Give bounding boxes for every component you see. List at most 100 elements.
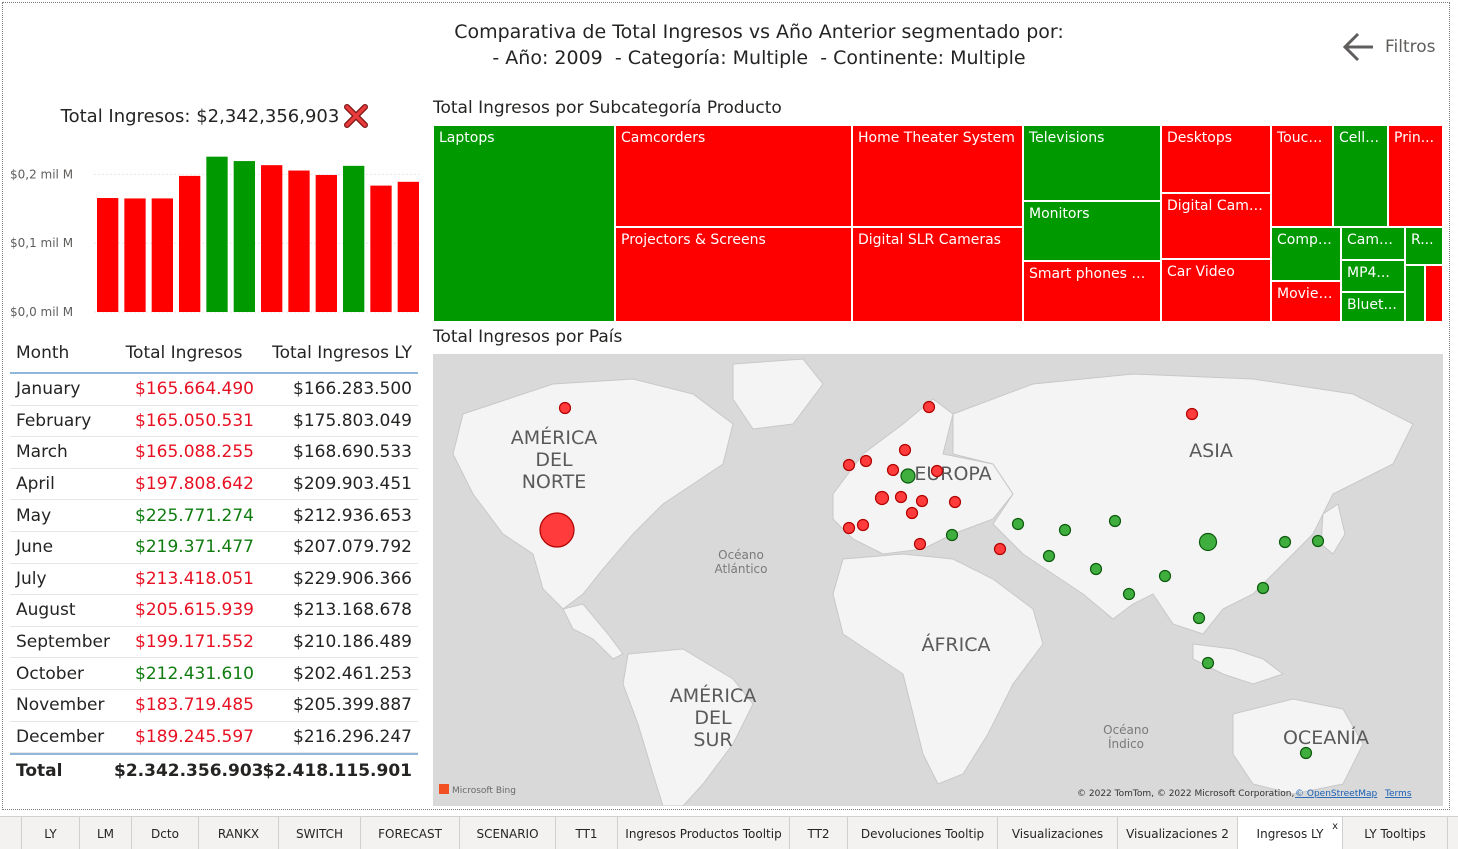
map-bubble[interactable] [539,512,575,548]
map-bubble[interactable] [905,506,919,520]
map-bubble[interactable] [1089,562,1103,576]
map-bubble[interactable] [874,490,890,506]
table-row[interactable]: March $165.088.255 $168.690.533 [10,437,418,469]
map-bubble[interactable] [898,443,912,457]
map-bubble[interactable] [900,468,916,484]
map-bubble[interactable] [1058,523,1072,537]
bar-october[interactable] [343,165,365,312]
map-bubble[interactable] [1278,535,1292,549]
bar-december[interactable] [397,181,419,312]
treemap-tile[interactable]: Monitors [1023,201,1161,261]
map-bubble[interactable] [1201,656,1215,670]
map-bubble[interactable] [945,528,959,542]
map-bubble[interactable] [922,400,936,414]
map-bubble[interactable] [856,518,870,532]
map-bubble[interactable] [1122,587,1136,601]
treemap-tile[interactable] [1405,265,1425,322]
treemap-tile[interactable]: Touch... [1271,125,1333,227]
map-bubble[interactable] [1011,517,1025,531]
treemap-tile[interactable]: MP4... [1341,260,1405,292]
table-row[interactable]: November $183.719.485 $205.399.887 [10,690,418,722]
map-bubble[interactable] [1311,534,1325,548]
map-bubble[interactable] [894,490,908,504]
subcategory-treemap[interactable]: Laptops Camcorders Projectors & Screens Hom… [433,125,1443,322]
tab-ly[interactable]: LY [22,817,80,849]
close-tab-icon[interactable]: x [1332,821,1338,832]
table-row[interactable]: July $213.418.051 $229.906.366 [10,564,418,596]
header-total-ingresos[interactable]: Total Ingresos [125,343,243,363]
map-bubble[interactable] [842,521,856,535]
table-row[interactable]: December $189.245.597 $216.296.247 [10,722,418,754]
tab-tt1[interactable]: TT1 [556,817,618,849]
treemap-tile[interactable]: Cell ... [1333,125,1388,227]
bar-may[interactable] [206,156,228,312]
table-row[interactable]: January $165.664.490 $166.283.500 [10,374,418,406]
map-bubble[interactable] [1192,611,1206,625]
openstreetmap-link[interactable]: © OpenStreetMap [1295,789,1378,799]
map-bubble[interactable] [859,454,873,468]
map-bubble[interactable] [930,464,944,478]
tab-ly-tooltips[interactable]: LY Tooltips [1343,817,1448,849]
table-row[interactable]: October $212.431.610 $202.461.253 [10,658,418,690]
table-row[interactable]: June $219.371.477 $207.079.792 [10,532,418,564]
tab-tt2[interactable]: TT2 [790,817,848,849]
map-bubble[interactable] [886,463,900,477]
treemap-tile[interactable]: Compu... [1271,227,1341,281]
map-bubble[interactable] [993,542,1007,556]
treemap-tile[interactable]: Bluet... [1341,292,1405,322]
bar-november[interactable] [370,185,392,312]
header-month[interactable]: Month [16,343,70,363]
treemap-tile[interactable]: Desktops [1161,125,1271,193]
table-row[interactable]: February $165.050.531 $175.803.049 [10,406,418,438]
map-bubble[interactable] [558,401,572,415]
map-bubble[interactable] [1198,532,1218,552]
map-bubble[interactable] [948,495,962,509]
tab-ingresos-ly[interactable]: Ingresos LY x [1238,817,1343,849]
treemap-tile[interactable]: Prin... [1388,125,1443,227]
tab-scenario[interactable]: SCENARIO [460,817,556,849]
bar-june[interactable] [233,161,255,312]
table-row[interactable]: September $199.171.552 $210.186.489 [10,627,418,659]
map-bubble[interactable] [842,458,856,472]
map-bubble[interactable] [913,537,927,551]
bar-april[interactable] [179,175,201,312]
terms-link[interactable]: Terms [1384,789,1412,799]
bar-february[interactable] [124,198,146,312]
tab-visualizaciones-2[interactable]: Visualizaciones 2 [1118,817,1238,849]
treemap-tile[interactable]: Televisions [1023,125,1161,201]
country-revenue-map[interactable]: AMÉRICA DEL NORTE AMÉRICA DEL SUR EUROPA… [433,354,1443,806]
map-bubble[interactable] [1256,581,1270,595]
treemap-tile[interactable]: Smart phones & ... [1023,261,1161,322]
treemap-tile[interactable]: Camcorders [615,125,852,227]
treemap-tile[interactable]: R... [1405,227,1443,265]
treemap-tile[interactable]: Digital SLR Cameras [852,227,1023,322]
table-row[interactable]: August $205.615.939 $213.168.678 [10,595,418,627]
treemap-tile[interactable]: Projectors & Screens [615,227,852,322]
treemap-tile[interactable] [1425,265,1443,322]
map-bubble[interactable] [1158,569,1172,583]
tab-visualizaciones[interactable]: Visualizaciones [998,817,1118,849]
bar-july[interactable] [261,165,283,312]
map-bubble[interactable] [915,494,929,508]
tab-rankx[interactable]: RANKX [199,817,279,849]
treemap-tile[interactable]: Car Video [1161,259,1271,322]
treemap-tile[interactable]: Laptops [433,125,615,322]
treemap-tile[interactable]: Home Theater System [852,125,1023,227]
treemap-tile[interactable]: Came... [1341,227,1405,260]
map-bubble[interactable] [1299,746,1313,760]
map-bubble[interactable] [1042,549,1056,563]
bar-august[interactable] [288,170,310,312]
tab-dcto[interactable]: Dcto [132,817,199,849]
bar-january[interactable] [97,198,119,312]
map-bubble[interactable] [1185,407,1199,421]
tab-devoluciones-tooltip[interactable]: Devoluciones Tooltip [848,817,998,849]
filters-button[interactable]: Filtros [1341,27,1445,67]
table-row[interactable]: May $225.771.274 $212.936.653 [10,500,418,532]
tab-forecast[interactable]: FORECAST [361,817,460,849]
monthly-revenue-bar-chart[interactable]: $0,0 mil M $0,1 mil M $0,2 mil M [8,140,428,325]
table-row[interactable]: April $197.808.642 $209.903.451 [10,469,418,501]
bar-september[interactable] [315,174,337,312]
map-bubble[interactable] [1108,514,1122,528]
bar-march[interactable] [151,198,173,312]
treemap-tile[interactable]: Digital Came... [1161,193,1271,259]
